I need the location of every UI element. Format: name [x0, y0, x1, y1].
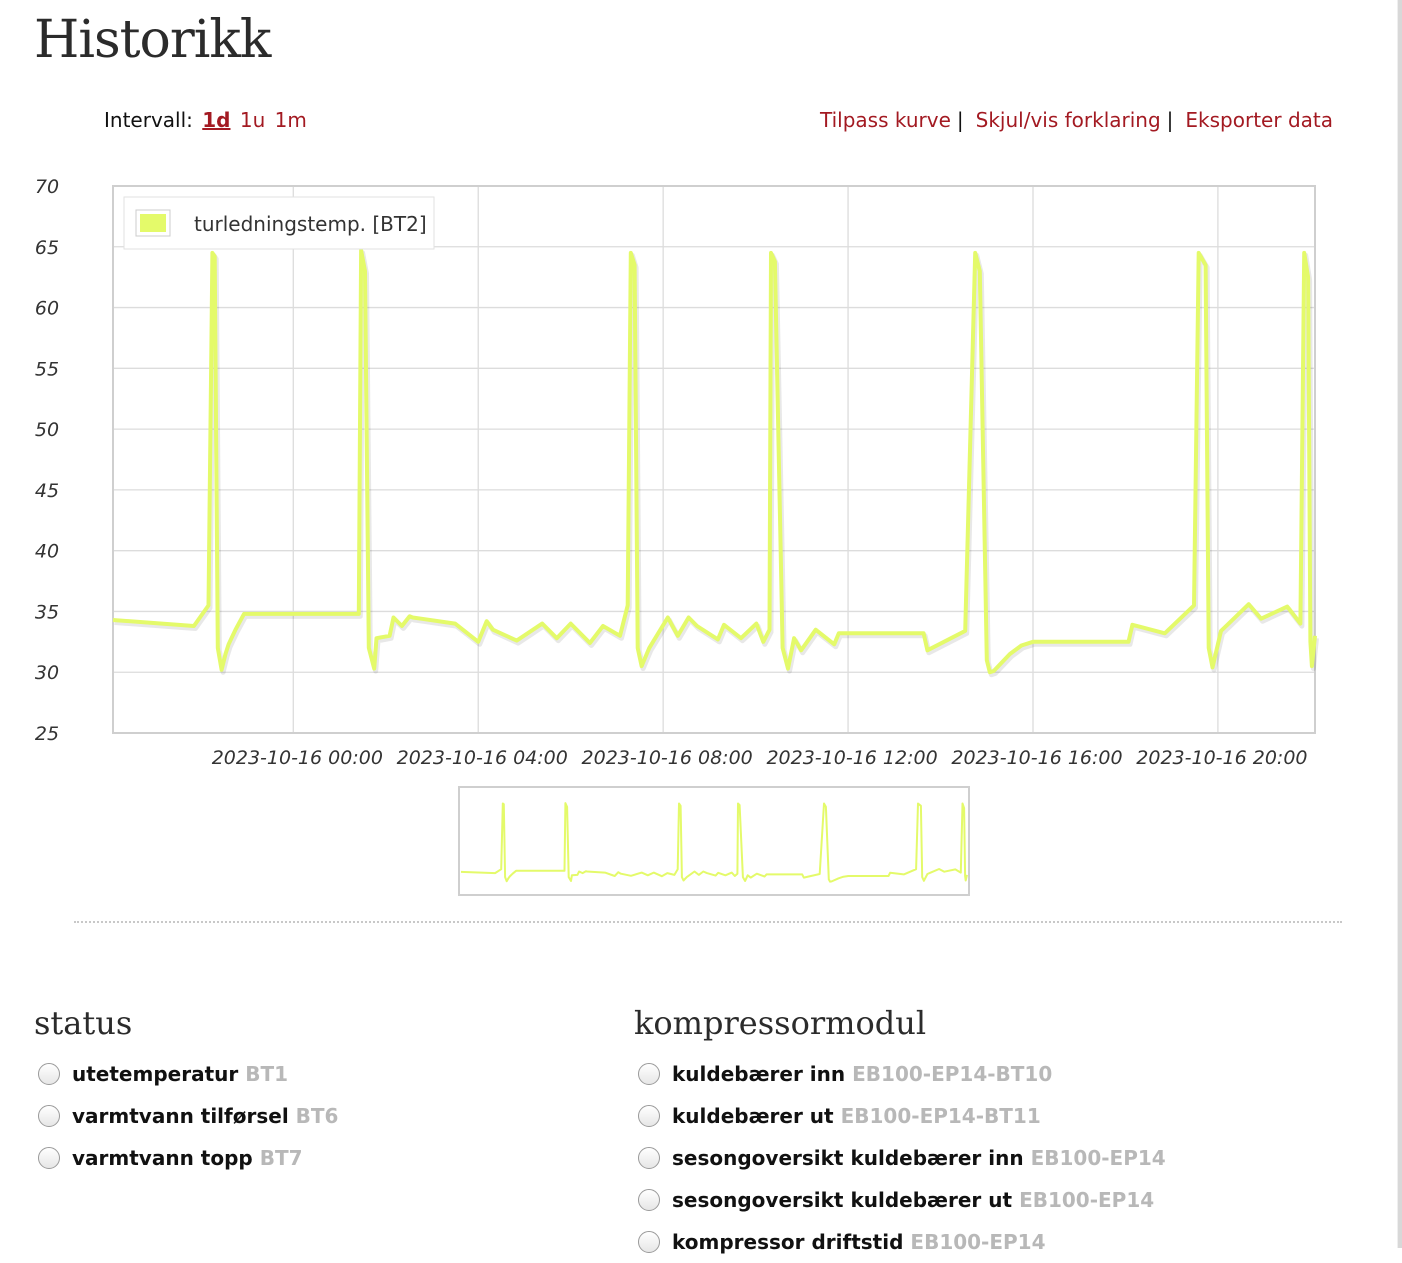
list-item[interactable]: varmtvann tilførsel BT6	[38, 1095, 338, 1137]
legend-label: turledningstemp. [BT2]	[194, 212, 427, 236]
overview-chart[interactable]	[458, 786, 970, 896]
sensor-code: EB100-EP14-BT11	[840, 1104, 1041, 1128]
y-tick-label: 40	[35, 541, 59, 563]
sensor-code: EB100-EP14	[1030, 1146, 1166, 1170]
list-item[interactable]: kompressor driftstid EB100-EP14	[638, 1221, 1166, 1263]
legend-box	[123, 196, 435, 250]
option-label: kuldebærer ut	[672, 1104, 834, 1128]
y-tick-label: 65	[35, 237, 59, 259]
radio-button[interactable]	[638, 1231, 660, 1253]
sensor-code: BT1	[245, 1062, 289, 1086]
page-title: Historikk	[34, 10, 271, 70]
list-item[interactable]: utetemperatur BT1	[38, 1053, 338, 1095]
option-label: varmtvann topp	[72, 1146, 253, 1170]
overview-frame	[458, 786, 970, 896]
list-item[interactable]: varmtvann topp BT7	[38, 1137, 338, 1179]
window-edge	[1398, 0, 1402, 1248]
option-label: sesongoversikt kuldebærer ut	[672, 1188, 1013, 1212]
chart-actions: Tilpass kurve | Skjul/vis forklaring | Ekspo…	[820, 108, 1333, 132]
option-label: varmtvann tilførsel	[72, 1104, 289, 1128]
section-title-status: status	[34, 1004, 133, 1042]
option-label: kompressor driftstid	[672, 1230, 904, 1254]
radio-button[interactable]	[638, 1189, 660, 1211]
list-item[interactable]: sesongoversikt kuldebærer ut EB100-EP14	[638, 1179, 1166, 1221]
customize-curve-link[interactable]: Tilpass kurve	[820, 108, 951, 132]
sensor-code: BT6	[295, 1104, 339, 1128]
y-tick-label: 70	[35, 176, 59, 198]
sensor-code: BT7	[259, 1146, 303, 1170]
history-chart[interactable]: 25 30 35 40 45 50 55 60 65 70 2023-10-16 00:00 2023…	[0, 160, 1350, 780]
window-edge-shadow	[1397, 0, 1398, 1248]
sensor-code: EB100-EP14-BT10	[852, 1062, 1053, 1086]
chart-legend: turledningstemp. [BT2]	[123, 196, 435, 250]
y-tick-label: 55	[35, 358, 59, 380]
interval-option-1m[interactable]: 1m	[274, 108, 307, 132]
radio-button[interactable]	[38, 1105, 60, 1127]
y-tick-label: 50	[35, 419, 59, 441]
x-tick-label: 2023-10-16 12:00	[766, 747, 937, 769]
legend-swatch	[140, 214, 166, 232]
export-data-link[interactable]: Eksporter data	[1185, 108, 1333, 132]
section-divider	[74, 921, 1342, 923]
overview-series-line	[460, 802, 968, 883]
option-label: kuldebærer inn	[672, 1062, 846, 1086]
status-options: utetemperatur BT1 varmtvann tilførsel BT6 …	[38, 1053, 338, 1179]
radio-button[interactable]	[638, 1105, 660, 1127]
y-tick-label: 35	[35, 601, 59, 623]
interval-option-1d[interactable]: 1d	[202, 108, 231, 132]
interval-option-1u[interactable]: 1u	[239, 108, 266, 132]
list-item[interactable]: sesongoversikt kuldebærer inn EB100-EP14	[638, 1137, 1166, 1179]
x-tick-label: 2023-10-16 16:00	[951, 747, 1122, 769]
y-tick-label: 30	[35, 662, 59, 684]
y-tick-label: 45	[35, 480, 59, 502]
series-line-turledningstemp	[112, 248, 1317, 675]
radio-button[interactable]	[638, 1063, 660, 1085]
sensor-code: EB100-EP14	[1019, 1188, 1155, 1212]
separator: |	[1166, 108, 1174, 132]
sensor-code: EB100-EP14	[910, 1230, 1046, 1254]
radio-button[interactable]	[38, 1147, 60, 1169]
option-label: utetemperatur	[72, 1062, 239, 1086]
list-item[interactable]: kuldebærer inn EB100-EP14-BT10	[638, 1053, 1166, 1095]
y-tick-label: 25	[35, 723, 59, 745]
separator: |	[956, 108, 964, 132]
x-tick-label: 2023-10-16 08:00	[582, 747, 753, 769]
x-tick-label: 2023-10-16 04:00	[397, 747, 568, 769]
section-title-kompressormodul: kompressormodul	[634, 1004, 927, 1042]
x-tick-label: 2023-10-16 20:00	[1136, 747, 1307, 769]
radio-button[interactable]	[638, 1147, 660, 1169]
radio-button[interactable]	[38, 1063, 60, 1085]
list-item[interactable]: kuldebærer ut EB100-EP14-BT11	[638, 1095, 1166, 1137]
toggle-legend-link[interactable]: Skjul/vis forklaring	[975, 108, 1161, 132]
x-tick-label: 2023-10-16 00:00	[212, 747, 383, 769]
interval-selector: Intervall: 1d 1u 1m	[104, 108, 307, 132]
y-tick-label: 60	[35, 298, 59, 320]
option-label: sesongoversikt kuldebærer inn	[672, 1146, 1024, 1170]
interval-label: Intervall:	[104, 108, 193, 132]
kompressormodul-options: kuldebærer inn EB100-EP14-BT10 kuldebærer…	[638, 1053, 1166, 1263]
plot-border	[112, 185, 1316, 734]
